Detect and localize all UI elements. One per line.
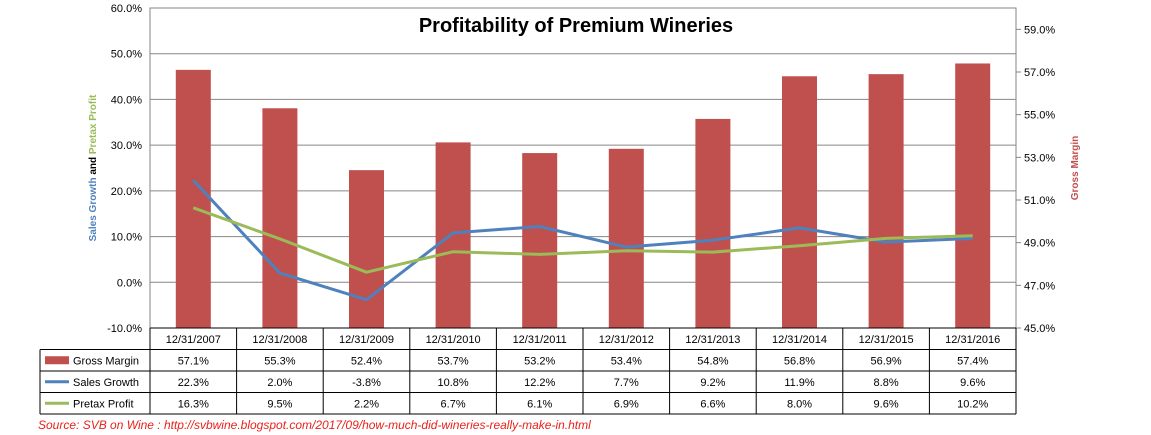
right-tick-label: 53.0% [1024, 152, 1055, 164]
bars-gross-margin [175, 63, 991, 329]
left-tick-label: 20.0% [111, 186, 142, 198]
data-label: 57.4% [957, 355, 988, 367]
data-label: 57.1% [178, 355, 209, 367]
data-label: 10.8% [437, 377, 468, 389]
bar-gross-margin [782, 76, 817, 329]
data-label: 10.2% [957, 398, 988, 410]
data-label: 6.6% [700, 398, 725, 410]
data-label: 6.1% [527, 398, 552, 410]
left-axis-label-pretax: Pretax Profit [88, 94, 99, 154]
line-pretax-profit [192, 206, 973, 274]
data-label: 54.8% [697, 355, 728, 367]
legend-entry: Gross Margin [73, 355, 139, 367]
data-label: 9.2% [700, 377, 725, 389]
data-label: 9.6% [960, 377, 985, 389]
data-label: 9.6% [874, 398, 899, 410]
left-axis-label: Sales Growth and Pretax Profit [88, 94, 99, 241]
right-axis-ticks: 45.0% 47.0% 49.0% 51.0% 53.0% 55.0% 57.0% 59.0% [1016, 24, 1055, 335]
right-tick-label: 59.0% [1024, 24, 1055, 36]
left-axis-ticks: -10.0% 0.0% 10.0% 20.0% 30.0% 40.0% 50.0% 60.0% [107, 3, 142, 335]
data-label: 55.3% [264, 355, 295, 367]
data-label: 22.3% [178, 377, 209, 389]
data-label: 16.3% [178, 398, 209, 410]
data-label: 9.5% [267, 398, 292, 410]
bar-gross-margin [175, 69, 211, 328]
left-tick-label: 0.0% [117, 277, 142, 289]
right-tick-label: 47.0% [1024, 280, 1055, 292]
bar-gross-margin [522, 153, 558, 328]
data-label: 8.8% [874, 377, 899, 389]
data-label: 6.9% [614, 398, 639, 410]
data-label: -3.8% [352, 377, 381, 389]
data-label: 2.0% [267, 377, 292, 389]
category-label: 12/31/2011 [513, 334, 567, 346]
left-axis-label-and: and [88, 157, 99, 175]
series-lines [192, 179, 973, 302]
category-label: 12/31/2008 [252, 334, 307, 346]
left-tick-label: 30.0% [111, 140, 142, 152]
bar-gross-margin [955, 63, 991, 328]
bar-gross-margin [262, 108, 298, 329]
left-tick-label: 50.0% [111, 49, 142, 61]
data-label: 2.2% [354, 398, 379, 410]
bar-gross-margin [868, 74, 904, 328]
data-label: 56.9% [870, 355, 901, 367]
category-label: 12/31/2007 [166, 334, 221, 346]
left-tick-label: -10.0% [107, 323, 142, 335]
category-label: 12/31/2014 [772, 334, 827, 346]
line-sales-growth [192, 179, 973, 302]
right-tick-label: 57.0% [1024, 67, 1055, 79]
right-tick-label: 49.0% [1024, 238, 1055, 250]
legend-entry: Sales Growth [73, 377, 139, 389]
left-tick-label: 60.0% [111, 3, 142, 15]
data-label: 12.2% [524, 377, 555, 389]
right-tick-label: 45.0% [1024, 323, 1055, 335]
data-label: 53.7% [437, 355, 468, 367]
category-label: 12/31/2015 [859, 334, 914, 346]
data-label: 52.4% [351, 355, 382, 367]
category-label: 12/31/2012 [599, 334, 654, 346]
category-label: 12/31/2010 [426, 334, 481, 346]
data-label: 53.2% [524, 355, 555, 367]
legend-key-gross-margin [45, 356, 69, 365]
chart-title: Profitability of Premium Wineries [419, 15, 733, 37]
left-tick-label: 10.0% [111, 232, 142, 244]
data-table: 12/31/2007 12/31/2008 12/31/2009 12/31/2010… [39, 327, 1017, 415]
data-label: 53.4% [611, 355, 642, 367]
data-label: 56.8% [784, 355, 815, 367]
right-tick-label: 55.0% [1024, 110, 1055, 122]
right-tick-label: 51.0% [1024, 195, 1055, 207]
data-label: 6.7% [441, 398, 466, 410]
data-label: 8.0% [787, 398, 812, 410]
data-label: 7.7% [614, 377, 639, 389]
category-label: 12/31/2009 [339, 334, 394, 346]
data-label: 11.9% [784, 377, 815, 389]
bar-gross-margin [608, 148, 644, 328]
left-tick-label: 40.0% [111, 94, 142, 106]
bar-gross-margin [435, 142, 471, 328]
right-axis-label: Gross Margin [1070, 136, 1081, 200]
bar-gross-margin [695, 118, 731, 328]
bar-gross-margin [349, 170, 384, 328]
category-label: 12/31/2016 [945, 334, 1000, 346]
category-label: 12/31/2013 [685, 334, 740, 346]
left-axis-label-sales: Sales Growth [88, 177, 99, 241]
source-note: Source: SVB on Wine : http://svbwine.blo… [38, 418, 591, 432]
legend-entry: Pretax Profit [73, 398, 134, 410]
